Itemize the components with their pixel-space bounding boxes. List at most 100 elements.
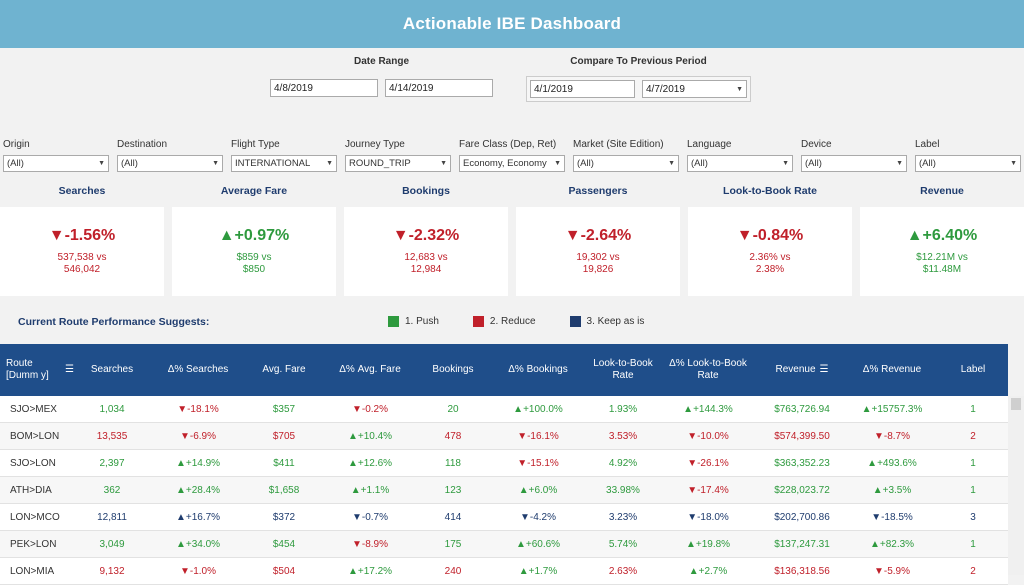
filter-select-flight-type[interactable]: INTERNATIONAL ▼ <box>231 155 337 172</box>
filter-label: Label <box>915 139 940 150</box>
column-header[interactable]: Label <box>960 364 986 375</box>
legend: 1. Push 2. Reduce 3. Keep as is <box>388 316 644 327</box>
table-cell: 12,811 <box>97 511 127 523</box>
filter-language: Language (All) ▼ <box>687 139 793 172</box>
filter-select-market-site-edition[interactable]: (All) ▼ <box>573 155 679 172</box>
filter-select-journey-type[interactable]: ROUND_TRIP ▼ <box>345 155 451 172</box>
table-cell: $228,023.72 <box>774 484 830 496</box>
chevron-down-icon: ▼ <box>554 160 561 167</box>
table-cell: 1,034 <box>99 403 125 415</box>
date-range-start-input[interactable]: 4/8/2019 <box>270 79 378 97</box>
table-cell: 362 <box>103 484 121 496</box>
table-header: Route [Dumm y] ☰ Searches Δ% Searches Avg. F… <box>0 344 1008 396</box>
filter-label: Destination <box>117 139 168 150</box>
table-cell: ▲+60.6% <box>515 538 561 550</box>
column-header[interactable]: Δ% Look-to-Book Rate <box>669 358 747 381</box>
sort-icon[interactable]: ☰ <box>65 364 74 375</box>
table-cell: 3.23% <box>608 511 638 523</box>
legend-item: 3. Keep as is <box>569 316 645 327</box>
column-header[interactable]: Δ% Avg. Fare <box>339 364 401 375</box>
table-cell: $454 <box>272 538 296 550</box>
table-cell: 240 <box>444 565 462 577</box>
legend-item: 1. Push <box>388 316 439 327</box>
filter-fare-class-dep-ret: Fare Class (Dep, Ret) Economy, Economy ▼ <box>459 139 565 172</box>
filter-select-destination[interactable]: (All) ▼ <box>117 155 223 172</box>
kpi-comparison: $12.21M vs $11.48M <box>916 252 968 275</box>
filter-flight-type: Flight Type INTERNATIONAL ▼ <box>231 139 337 172</box>
route-cell: ATH>DIA <box>10 484 52 496</box>
table-cell: 3,049 <box>99 538 125 550</box>
table-cell: 2,397 <box>99 457 125 469</box>
date-range-end-input[interactable]: 4/14/2019 <box>385 79 493 97</box>
table-row[interactable]: BOM>LON 13,535 ▼-6.9% $705 ▲+10.4% 478 ▼-16.1%… <box>0 423 1008 450</box>
table-scrollbar[interactable] <box>1008 396 1024 575</box>
table-cell: ▲+1.1% <box>350 484 390 496</box>
kpi-change: ▲+6.40% <box>906 227 978 244</box>
legend-label: 1. Push <box>405 316 439 327</box>
table-row[interactable]: SJO>LON 2,397 ▲+14.9% $411 ▲+12.6% 118 ▼-15.1%… <box>0 450 1008 477</box>
table-cell: 123 <box>444 484 462 496</box>
sort-icon[interactable]: ☰ <box>819 364 829 375</box>
column-header[interactable]: Δ% Searches <box>167 364 229 375</box>
column-header[interactable]: Bookings <box>432 364 474 375</box>
legend-label: 3. Keep as is <box>586 316 645 327</box>
filter-label: Flight Type <box>231 139 280 150</box>
filter-bar: Origin (All) ▼ Destination (All) ▼ Flight Type… <box>3 139 1021 172</box>
kpi-comparison: 537,538 vs 546,042 <box>57 252 107 275</box>
column-header[interactable]: Δ% Bookings <box>508 364 568 375</box>
table-cell: 1 <box>970 457 976 469</box>
filter-select-fare-class-dep-ret[interactable]: Economy, Economy ▼ <box>459 155 565 172</box>
table-cell: ▼-16.1% <box>517 430 559 442</box>
table-row[interactable]: LON>MIA 9,132 ▼-1.0% $504 ▲+17.2% 240 ▲+1.7% 2.… <box>0 558 1008 585</box>
table-cell: ▲+100.0% <box>513 403 563 415</box>
route-cell: PEK>LON <box>10 538 57 550</box>
filter-label: Origin <box>3 139 30 150</box>
table-cell: ▲+82.3% <box>869 538 915 550</box>
filter-select-language[interactable]: (All) ▼ <box>687 155 793 172</box>
compare-period-label: Compare To Previous Period <box>570 56 707 67</box>
column-header[interactable]: Avg. Fare <box>262 364 306 375</box>
table-cell: ▲+3.5% <box>872 484 912 496</box>
kpi-row: Searches ▼-1.56% 537,538 vs 546,042 Average … <box>0 185 1024 296</box>
dashboard-title: Actionable IBE Dashboard <box>402 14 622 33</box>
table-cell: ▲+10.4% <box>347 430 393 442</box>
column-header[interactable]: Route [Dumm y] ☰ <box>6 358 74 381</box>
table-cell: ▲+12.6% <box>347 457 393 469</box>
kpi-card: ▲+6.40% $12.21M vs $11.48M <box>860 207 1024 296</box>
filter-select-label[interactable]: (All) ▼ <box>915 155 1021 172</box>
kpi-title: Bookings <box>402 185 450 197</box>
kpi-comparison: 19,302 vs 19,826 <box>576 252 620 275</box>
filter-destination: Destination (All) ▼ <box>117 139 223 172</box>
column-header[interactable]: Revenue ☰ <box>775 364 829 375</box>
table-row[interactable]: PEK>LON 3,049 ▲+34.0% $454 ▼-8.9% 175 ▲+60.6% 5… <box>0 531 1008 558</box>
route-cell: SJO>MEX <box>10 403 57 415</box>
date-range-label: Date Range <box>353 56 409 67</box>
table-cell: $1,658 <box>268 484 300 496</box>
compare-end-select[interactable]: 4/7/2019 ▼ <box>642 80 747 98</box>
table-cell: ▼-8.7% <box>873 430 911 442</box>
table-row[interactable]: ATH>DIA 362 ▲+28.4% $1,658 ▲+1.1% 123 ▲+6.0% 33… <box>0 477 1008 504</box>
table-cell: $411 <box>273 457 295 469</box>
table-cell: 13,535 <box>96 430 128 442</box>
table-cell: $504 <box>272 565 296 577</box>
table-cell: ▲+14.9% <box>175 457 221 469</box>
table-row[interactable]: LON>MCO 12,811 ▲+16.7% $372 ▼-0.7% 414 ▼-4.2% 3… <box>0 504 1008 531</box>
filter-label: Device <box>801 139 832 150</box>
table-cell: ▼-10.0% <box>687 430 729 442</box>
filter-select-device[interactable]: (All) ▼ <box>801 155 907 172</box>
kpi-card: ▼-2.32% 12,683 vs 12,984 <box>344 207 508 296</box>
column-header[interactable]: Look-to-Book Rate <box>593 358 653 381</box>
filter-journey-type: Journey Type ROUND_TRIP ▼ <box>345 139 451 172</box>
filter-select-origin[interactable]: (All) ▼ <box>3 155 109 172</box>
scrollbar-thumb[interactable] <box>1011 398 1021 410</box>
compare-start-input[interactable]: 4/1/2019 <box>530 80 635 98</box>
column-header[interactable]: Δ% Revenue <box>862 364 922 375</box>
column-header[interactable]: Searches <box>90 364 134 375</box>
table-cell: ▲+6.0% <box>518 484 558 496</box>
table-row[interactable]: SJO>MEX 1,034 ▼-18.1% $357 ▼-0.2% 20 ▲+100.0% 1… <box>0 396 1008 423</box>
table-cell: 2.63% <box>608 565 638 577</box>
table-cell: $202,700.86 <box>774 511 830 523</box>
chevron-down-icon: ▼ <box>1010 160 1017 167</box>
table-cell: ▼-1.0% <box>179 565 217 577</box>
kpi-card: ▼-1.56% 537,538 vs 546,042 <box>0 207 164 296</box>
